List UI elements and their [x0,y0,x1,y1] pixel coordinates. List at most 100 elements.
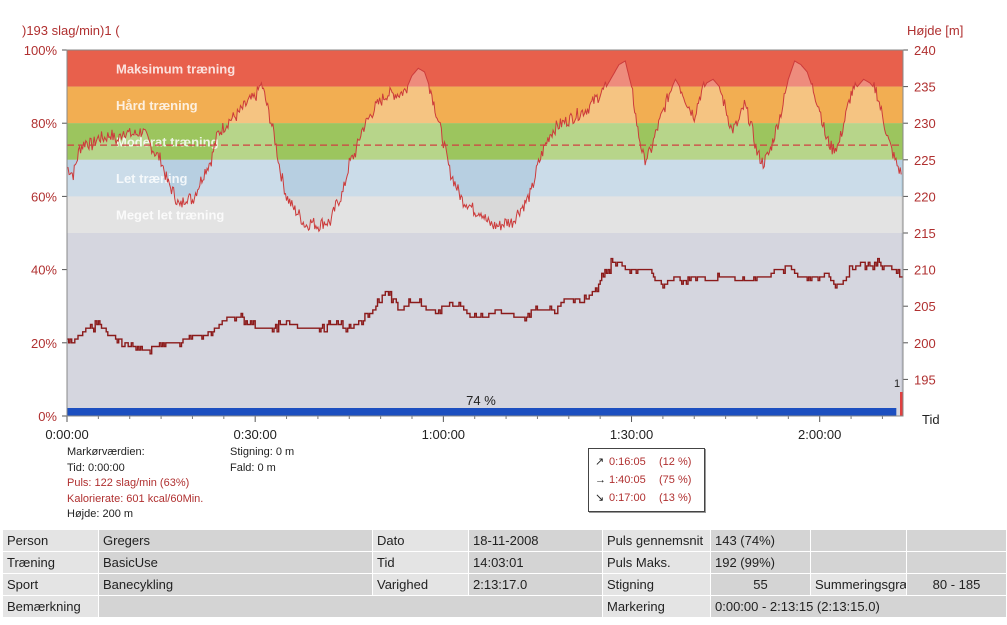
marking-value: 0:00:00 - 2:13:15 (2:13:15.0) [710,595,1007,618]
right-tick-label: 230 [914,116,936,131]
direction-time: 0:17:00 [609,492,646,504]
heart-rate-line [66,60,902,233]
direction-row-down: ↘ 0:17:00 (13 %) [595,489,703,507]
session-summary-table: Person Gregers Dato 18-11-2008 Puls genn… [2,529,1007,618]
right-tick-label: 195 [914,372,936,387]
duration-label: Varighed [372,573,469,596]
x-axis-title: Tid [922,412,940,427]
direction-pct: (13 %) [659,492,692,504]
right-tick-label: 225 [914,153,936,168]
left-axis-ticks: 0% 20% 40% 60% 80% 100% [24,43,67,424]
average-label: 74 % [466,393,496,408]
zone-band [67,50,903,87]
right-tick-label: 200 [914,336,936,351]
sport-value: Banecykling [98,573,373,596]
date-label: Dato [372,529,469,552]
direction-pct: (75 %) [659,474,692,486]
time-label: Tid [372,551,469,574]
left-tick-label: 20% [31,336,57,351]
duration-value: 2:13:17.0 [468,573,603,596]
max-pulse-label: Puls Maks. [602,551,711,574]
x-tick-label: 2:00:00 [798,427,841,442]
table-row: Person Gregers Dato 18-11-2008 Puls genn… [2,529,1007,552]
arrow-down-right-icon: ↘ [595,492,605,504]
x-axis-ticks: 0:00:00 0:30:00 1:00:00 1:30:00 2:00:00 [45,416,883,442]
marker-time: Tid: 0:00:00 [67,461,125,474]
time-value: 14:03:01 [468,551,603,574]
marker-climb: Stigning: 0 m [230,446,295,458]
right-tick-label: 235 [914,80,936,95]
empty-cell [906,529,1007,552]
direction-time: 1:40:05 [609,474,646,486]
marker-bar [900,392,903,416]
left-axis-title: )193 slag/min)1 ( [22,23,120,38]
zone-band [67,159,903,197]
training-value: BasicUse [98,551,373,574]
left-tick-label: 80% [31,116,57,131]
right-axis-title: Højde [m] [907,23,963,38]
x-tick-label: 0:00:00 [45,427,88,442]
direction-time: 0:16:05 [609,456,646,468]
empty-cell [906,551,1007,574]
left-tick-label: 60% [31,189,57,204]
right-tick-label: 220 [914,189,936,204]
zone-label: Meget let træning [116,208,224,223]
empty-cell [810,551,907,574]
zone-band [67,123,903,160]
marker-title: Markørværdien: [67,446,145,458]
marker-pulse: Puls: 122 slag/min (63%) [67,477,190,489]
direction-row-up: ↗ 0:16:05 (12 %) [595,453,703,471]
direction-row-flat: → 1:40:05 (75 %) [595,471,703,489]
remark-value [98,595,603,618]
training-label: Træning [2,551,99,574]
heart-rate-chart[interactable]: )193 slag/min)1 ( Højde [m] Maksimum træ… [0,0,1007,530]
arrow-right-icon: → [595,474,606,486]
marker-line[interactable] [900,392,903,416]
climb-label: Stigning [602,573,711,596]
x-tick-label: 1:00:00 [422,427,465,442]
x-tick-label: 1:30:00 [610,427,653,442]
altitude-line [67,257,903,355]
average-bar [67,408,897,416]
zone-label: Hård træning [116,98,198,113]
empty-cell [810,529,907,552]
marking-label: Markering [602,595,711,618]
average-bar-fill [67,408,897,416]
sport-label: Sport [2,573,99,596]
summation-limits-value: 80 - 185 [906,573,1007,596]
max-pulse-value: 192 (99%) [710,551,811,574]
climb-value: 55 [710,573,811,596]
right-axis-ticks: 195 200 205 210 215 220 225 230 235 240 [903,43,936,387]
table-row: Bemærkning Markering 0:00:00 - 2:13:15 (… [2,595,1007,618]
right-tick-label: 215 [914,226,936,241]
person-value: Gregers [98,529,373,552]
marker-calorie: Kalorierate: 601 kcal/60Min. [67,492,204,505]
left-tick-label: 40% [31,263,57,278]
training-zones [67,50,903,233]
date-value: 18-11-2008 [468,529,603,552]
left-tick-label: 100% [24,43,58,58]
avg-pulse-label: Puls gennemsnit [602,529,711,552]
right-tick-label: 240 [914,43,936,58]
summation-limits-label: Summeringsgrænser [810,573,907,596]
left-tick-label: 0% [38,409,57,424]
right-tick-label: 205 [914,299,936,314]
zone-label: Let træning [116,171,188,186]
right-tick-label: 210 [914,263,936,278]
table-row: Sport Banecykling Varighed 2:13:17.0 Sti… [2,573,1007,596]
arrow-up-right-icon: ↗ [595,456,605,468]
plot-frame [66,49,904,417]
marker-descent: Fald: 0 m [230,461,276,474]
altitude-series [67,257,903,355]
avg-pulse-value: 143 (74%) [710,529,811,552]
marker-climb-info: Stigning: 0 m Fald: 0 m [230,445,294,476]
x-tick-label: 0:30:00 [233,427,276,442]
zone-label: Maksimum træning [116,61,235,76]
zone-band [67,86,903,124]
marker-altitude: Højde: 200 m [67,508,134,520]
direction-pct: (12 %) [659,456,692,468]
direction-summary-box: ↗ 0:16:05 (12 %) → 1:40:05 (75 %) ↘ 0:17:00 (1… [588,448,705,512]
remark-label: Bemærkning [2,595,99,618]
marker-info: Markørværdien: Tid: 0:00:00 Puls: 122 sl… [67,445,203,523]
person-label: Person [2,529,99,552]
